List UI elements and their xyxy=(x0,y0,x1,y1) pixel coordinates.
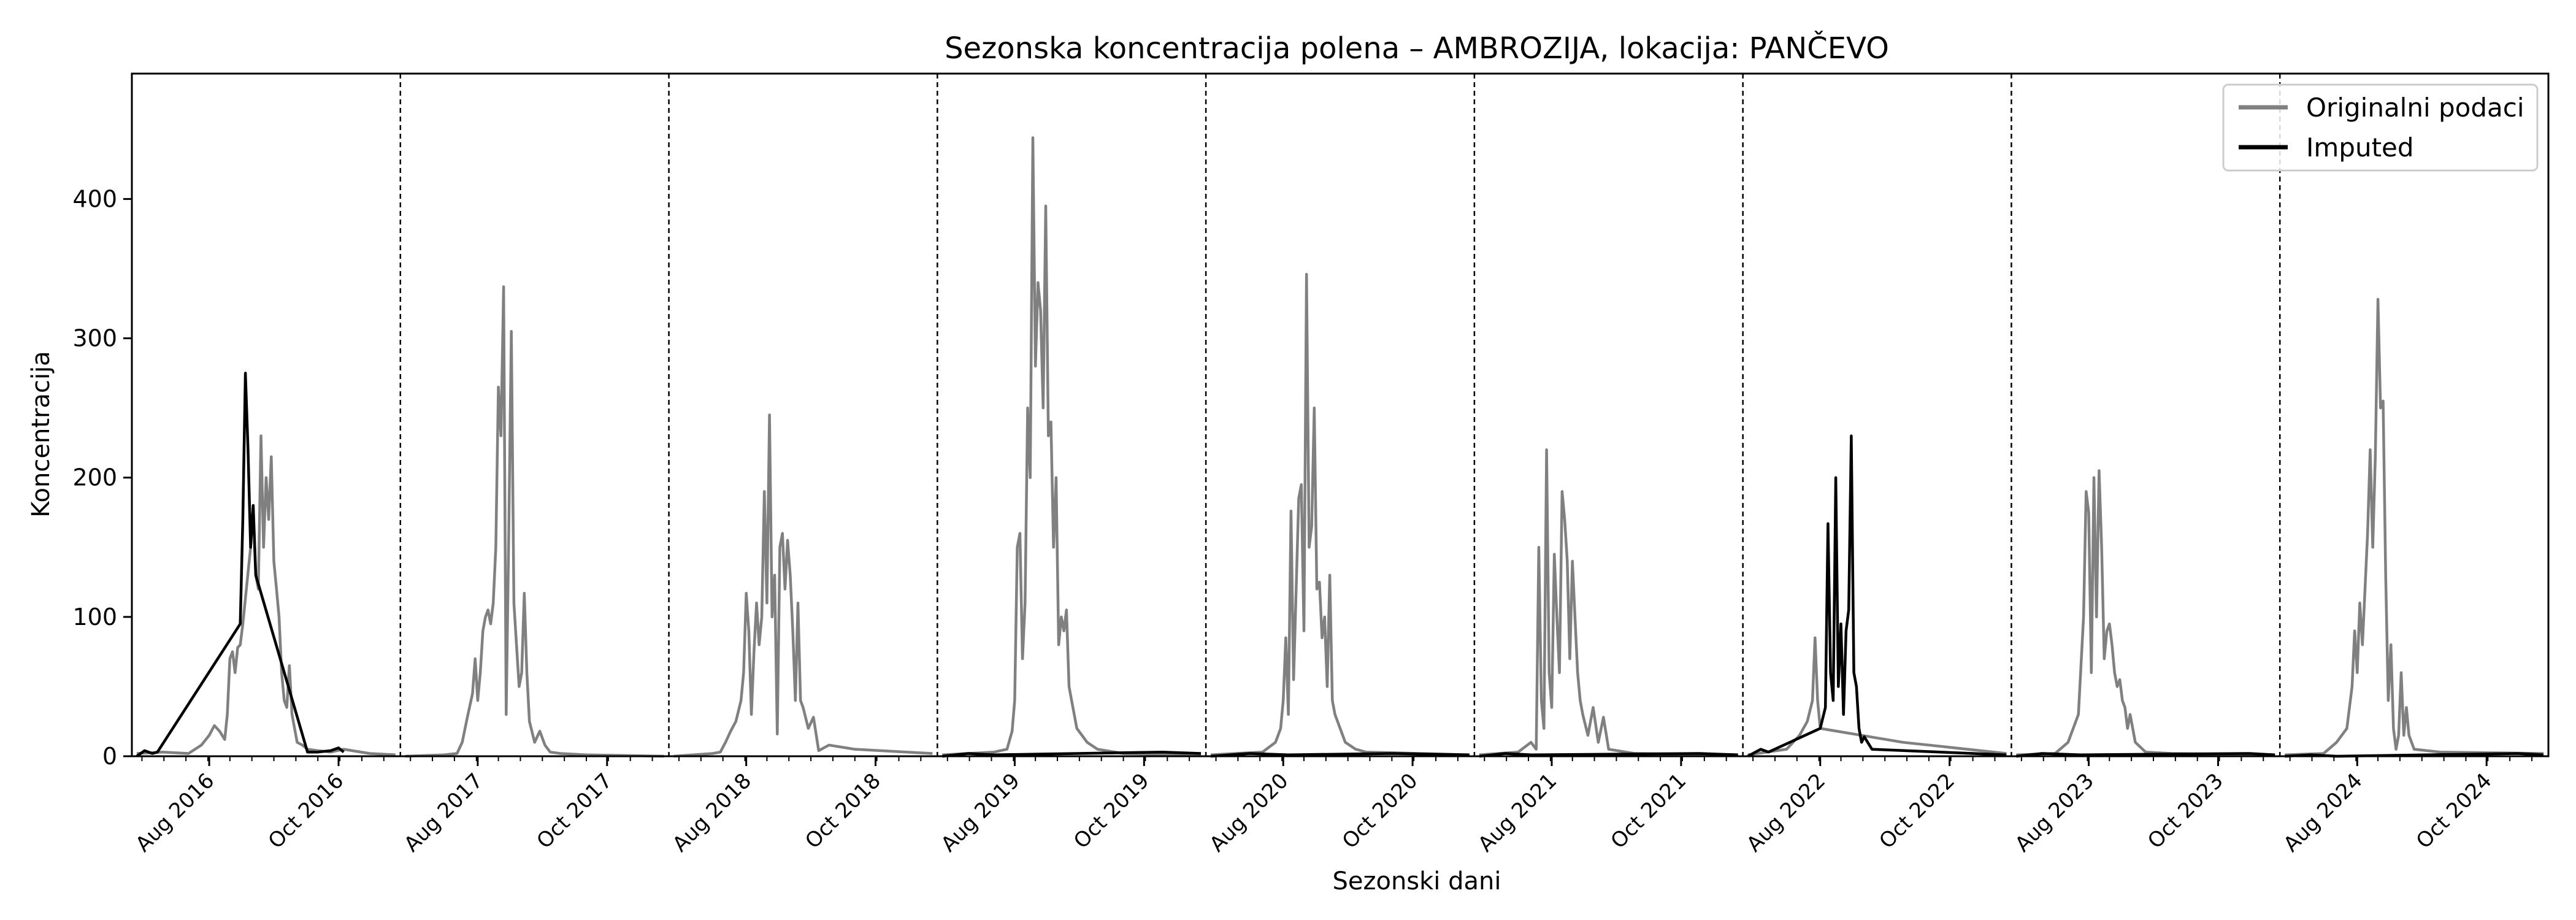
series-original-2020 xyxy=(1210,272,1470,756)
x-tick-label: Aug 2019 xyxy=(937,769,1025,857)
x-tick-label: Oct 2022 xyxy=(1874,769,1960,854)
x-tick-label: Aug 2020 xyxy=(1205,769,1294,857)
x-tick-label: Oct 2017 xyxy=(532,769,617,854)
chart-title: Sezonska koncentracija polena – AMBROZIJ… xyxy=(945,31,1889,66)
y-tick-label: 200 xyxy=(72,464,117,491)
y-tick-label: 100 xyxy=(72,604,117,631)
x-tick-label: Aug 2022 xyxy=(1742,769,1830,857)
x-tick-label: Aug 2023 xyxy=(2011,769,2099,857)
y-tick-label: 300 xyxy=(72,325,117,352)
x-tick-label: Oct 2016 xyxy=(264,769,349,854)
series-original-2019 xyxy=(942,136,1202,756)
series-original-2022 xyxy=(1747,636,2007,756)
series-imputed-2022 xyxy=(1747,434,2007,757)
series-imputed-2023 xyxy=(2016,752,2275,758)
plot-frame xyxy=(131,72,2550,757)
series-imputed-2020 xyxy=(1210,752,1470,758)
y-tick-label: 400 xyxy=(72,185,117,212)
series-imputed-2021 xyxy=(1479,752,1738,758)
legend-label-original: Originalni podaci xyxy=(2306,93,2524,123)
y-axis: 0 100 200 300 400 xyxy=(72,185,132,770)
x-tick-label: Oct 2023 xyxy=(2143,769,2228,854)
series-original-2018 xyxy=(673,413,933,758)
x-tick-label: Aug 2017 xyxy=(399,769,488,857)
x-axis: Aug 2016 Oct 2016 Aug 2017 Oct 2017 Aug 2018… xyxy=(131,756,2533,857)
x-tick-label: Oct 2020 xyxy=(1338,769,1423,854)
x-axis-label: Sezonski dani xyxy=(1332,867,1501,895)
x-tick-label: Aug 2018 xyxy=(668,769,756,857)
series-original-2017 xyxy=(405,285,664,758)
legend-box xyxy=(2222,83,2539,172)
x-tick-label: Oct 2019 xyxy=(1069,769,1154,854)
x-tick-label: Aug 2024 xyxy=(2279,769,2367,857)
x-tick-label: Oct 2018 xyxy=(800,769,886,854)
series-original-2023 xyxy=(2016,469,2275,756)
series-original-2016 xyxy=(136,434,396,756)
series-imputed-2019 xyxy=(942,750,1202,758)
plot-area xyxy=(136,74,2544,758)
y-axis-label: Koncentracija xyxy=(27,351,55,517)
series-imputed-2016 xyxy=(136,372,345,757)
series-original-2021 xyxy=(1479,448,1738,756)
legend: Originalni podaci Imputed xyxy=(2222,83,2539,172)
x-tick-label: Oct 2021 xyxy=(1606,769,1692,854)
x-tick-label: Aug 2021 xyxy=(1473,769,1562,857)
x-tick-label: Oct 2024 xyxy=(2412,769,2497,854)
y-tick-label: 0 xyxy=(102,743,117,770)
x-tick-label: Aug 2016 xyxy=(131,769,219,857)
series-original-2024 xyxy=(2285,297,2544,756)
legend-label-imputed: Imputed xyxy=(2306,132,2414,163)
